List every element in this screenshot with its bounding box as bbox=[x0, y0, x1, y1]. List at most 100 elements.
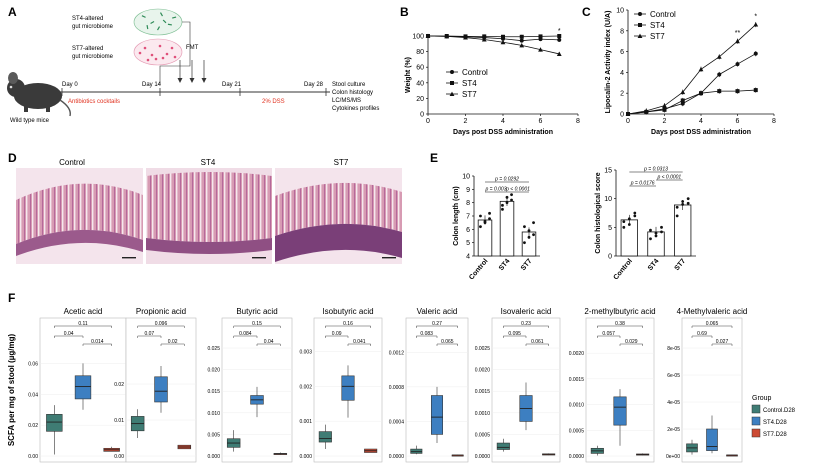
y-tick-label: 20 bbox=[416, 96, 424, 103]
y-tick-label: 0 bbox=[420, 112, 424, 119]
box-st4.d28 bbox=[431, 395, 443, 435]
panel-letter-c: C bbox=[582, 5, 591, 19]
significance-bracket bbox=[256, 343, 281, 346]
data-point-st4 bbox=[482, 34, 487, 39]
legend-label-st7: ST7 bbox=[462, 90, 477, 99]
y-tick-label: 0 bbox=[608, 254, 612, 261]
st4-microbiome-label-line1: ST4-altered bbox=[72, 16, 103, 22]
subplot-title: 2-methylbutyric acid bbox=[584, 307, 655, 316]
significance-bracket bbox=[416, 335, 438, 338]
significance-bracket bbox=[137, 325, 185, 328]
significance-bracket bbox=[347, 343, 371, 346]
data-point-st7 bbox=[425, 33, 431, 38]
data-point-st4 bbox=[735, 89, 740, 94]
data-point-st4 bbox=[660, 225, 663, 229]
p-value-label: 0.065 bbox=[706, 321, 719, 327]
scale-bar-st4 bbox=[252, 257, 266, 259]
y-tick-label: 5 bbox=[608, 225, 612, 232]
p-value-label: 0.061 bbox=[531, 339, 544, 345]
p-value-label: 0.041 bbox=[353, 339, 366, 345]
panel-a: ST4-altered gut microbiome ST7-altered g… bbox=[7, 8, 379, 124]
data-point-st4 bbox=[505, 195, 509, 199]
histology-title-st4: ST4 bbox=[201, 158, 216, 167]
outcome-2: Colon histology bbox=[332, 90, 373, 96]
timeline-day21: Day 21 bbox=[222, 82, 242, 88]
panel-letter-e: E bbox=[430, 151, 438, 165]
y-tick-label: 80 bbox=[416, 49, 424, 56]
microbiome-connector bbox=[159, 21, 191, 84]
x-tick-label: 4 bbox=[699, 118, 703, 125]
mouse-label: Wild type mice bbox=[10, 118, 50, 124]
y-tick-label: 0.0004 bbox=[389, 419, 405, 425]
data-point-control bbox=[488, 211, 491, 215]
outcome-3: LC/MS/MS bbox=[332, 98, 361, 104]
p-value-label: 0.04 bbox=[64, 331, 74, 337]
data-point-st7 bbox=[686, 201, 690, 205]
outcome-4: Cytokines profiles bbox=[332, 106, 379, 112]
data-point-st7 bbox=[500, 39, 506, 45]
significance-bracket bbox=[54, 335, 84, 338]
histology-image-control bbox=[16, 168, 143, 264]
data-point-control bbox=[735, 62, 740, 67]
p-value-label: 0.029 bbox=[625, 339, 638, 345]
y-tick-label: 2e-05 bbox=[667, 427, 680, 433]
data-point-st4 bbox=[662, 107, 667, 112]
p-value-label: p < 0.0001 bbox=[505, 187, 530, 193]
x-tick-label: Control bbox=[468, 258, 489, 282]
p-value-label: 0.02 bbox=[168, 339, 178, 345]
significance-bracket bbox=[233, 325, 281, 328]
data-point-control bbox=[483, 219, 487, 223]
fmt-arrowhead-2 bbox=[189, 78, 195, 83]
box-control.d28 bbox=[46, 414, 63, 432]
significance-bracket bbox=[503, 325, 549, 328]
y-tick-label: 0.0005 bbox=[475, 432, 491, 438]
data-point-st7 bbox=[532, 233, 535, 237]
significance-bracket bbox=[160, 343, 185, 346]
y-tick-label: 4 bbox=[466, 254, 470, 261]
scfa-box-plots: SCFA per mg of stool (µg/mg) Acetic acid 0… bbox=[7, 307, 796, 463]
y-tick-label: 0.002 bbox=[299, 384, 312, 390]
p-value-label: p = 0.0292 bbox=[494, 177, 519, 183]
data-point-st7 bbox=[735, 38, 740, 44]
y-tick-label: 0.0000 bbox=[569, 454, 585, 460]
y-tick-label: 7 bbox=[466, 214, 470, 221]
y-tick-label: 2 bbox=[620, 91, 624, 98]
y-tick-label: 0.025 bbox=[207, 346, 220, 352]
p-value-label: 0.084 bbox=[239, 331, 252, 337]
x-tick-label: ST7 bbox=[674, 258, 688, 272]
y-tick-label: 8 bbox=[466, 200, 470, 207]
p-value-label: p = 0.003 bbox=[485, 187, 507, 193]
significance-bracket bbox=[525, 343, 549, 346]
significance-annotation: * bbox=[754, 14, 757, 21]
mouse-illustration bbox=[7, 72, 71, 117]
significance-bracket bbox=[137, 335, 162, 338]
significance-bracket bbox=[233, 335, 258, 338]
legend-label-st7: ST7 bbox=[650, 32, 665, 41]
p-value-label: 0.065 bbox=[441, 339, 454, 345]
x-tick-label: 6 bbox=[736, 118, 740, 125]
y-tick-label: 10 bbox=[616, 8, 624, 15]
box-control.d28 bbox=[318, 431, 332, 443]
p-value-label: 0.38 bbox=[615, 321, 625, 327]
y-tick-label: 8e-05 bbox=[667, 346, 680, 352]
y-tick-label: 0.00 bbox=[28, 454, 38, 460]
timeline-day14: Day 14 bbox=[142, 82, 162, 88]
data-point-st4 bbox=[654, 231, 658, 235]
data-point-st7 bbox=[523, 241, 526, 245]
data-point-control bbox=[717, 72, 722, 77]
data-point-st4 bbox=[649, 228, 652, 232]
data-point-st7 bbox=[444, 33, 450, 39]
data-point-control bbox=[519, 38, 524, 43]
legend-label-st4: ST4 bbox=[462, 79, 477, 88]
histology-title-control: Control bbox=[59, 158, 85, 167]
y-tick-label: 9 bbox=[466, 187, 470, 194]
data-point-st7 bbox=[675, 205, 679, 209]
data-point-st7 bbox=[523, 225, 526, 229]
x-tick-label: 6 bbox=[539, 118, 543, 125]
data-point-st7 bbox=[538, 47, 543, 52]
y-tick-label: 6 bbox=[466, 227, 470, 234]
p-value-label: 0.083 bbox=[420, 331, 433, 337]
data-point-st7 bbox=[481, 37, 487, 42]
significance-bracket bbox=[503, 335, 527, 338]
data-point-control bbox=[627, 217, 631, 221]
